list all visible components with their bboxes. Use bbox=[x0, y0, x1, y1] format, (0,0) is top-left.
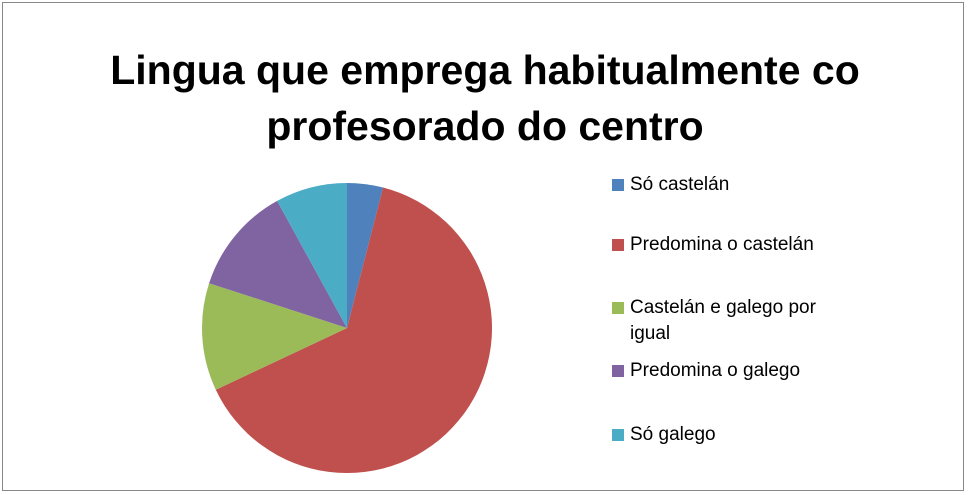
legend-swatch bbox=[612, 302, 624, 314]
pie-slice bbox=[201, 283, 347, 390]
legend-swatch bbox=[612, 179, 624, 191]
legend-entry: Só galego bbox=[612, 422, 842, 448]
chart-title: Lingua que emprega habitualmente co prof… bbox=[110, 47, 860, 149]
legend-entry: Só castelán bbox=[612, 172, 842, 198]
legend-swatch bbox=[612, 239, 624, 251]
legend-entry: Castelán e galego por igual bbox=[612, 295, 842, 347]
legend-label: Predomina o castelán bbox=[630, 234, 814, 255]
pie-slice bbox=[347, 183, 384, 328]
pie-slice bbox=[215, 187, 492, 474]
legend-entry: Predomina o galego bbox=[612, 358, 842, 384]
legend-label: Castelán e galego por igual bbox=[630, 297, 816, 344]
pie-slice bbox=[277, 183, 347, 328]
pie-slice bbox=[209, 200, 347, 328]
legend-label: Só galego bbox=[630, 424, 716, 445]
legend-swatch bbox=[612, 429, 624, 441]
legend-entry: Predomina o castelán bbox=[612, 232, 842, 258]
legend-label: Predomina o galego bbox=[630, 360, 801, 381]
legend-swatch bbox=[612, 365, 624, 377]
legend-label: Só castelán bbox=[630, 174, 730, 195]
